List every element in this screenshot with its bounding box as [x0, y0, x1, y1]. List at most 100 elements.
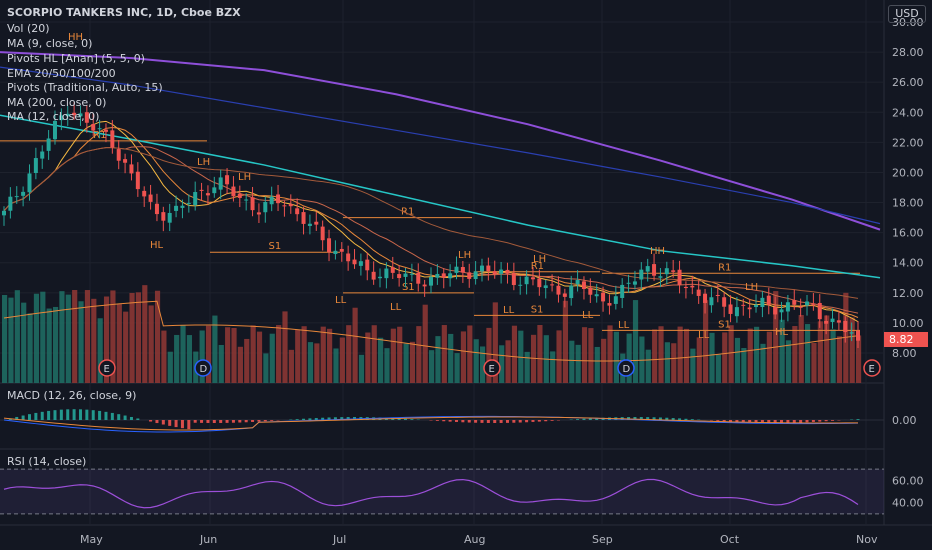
candle-body — [467, 272, 472, 279]
macd-histogram-bar — [856, 419, 860, 420]
volume-bar — [728, 325, 734, 383]
candle-body — [601, 292, 606, 302]
swing-label: LL — [582, 310, 594, 321]
candle-body — [110, 130, 115, 148]
volume-bar — [492, 302, 498, 383]
candle-body — [244, 199, 249, 201]
macd-histogram-bar — [773, 420, 777, 423]
macd-histogram-bar — [474, 420, 478, 423]
candle-body — [40, 151, 45, 159]
candle-body — [14, 196, 19, 198]
candle-body — [371, 271, 376, 280]
macd-histogram-bar — [544, 420, 548, 422]
candle-body — [671, 270, 676, 272]
macd-histogram-bar — [27, 414, 31, 420]
candle-body — [384, 268, 389, 279]
volume-bar — [747, 328, 753, 383]
candle-body — [486, 265, 491, 272]
macd-histogram-bar — [244, 420, 248, 423]
candle-body — [346, 253, 351, 262]
volume-bar — [805, 324, 811, 383]
volume-bar — [677, 326, 683, 383]
candle-body — [588, 287, 593, 295]
swing-label: LL — [390, 302, 402, 313]
rsi-tick-label: 60.00 — [892, 474, 924, 487]
macd-histogram-bar — [238, 420, 242, 423]
candle-body — [562, 293, 567, 297]
candle-body — [664, 268, 669, 275]
candle-body — [205, 193, 210, 196]
macd-label[interactable]: MACD (12, 26, close, 9) — [7, 389, 137, 402]
candle-body — [550, 284, 555, 286]
price-tick-label: 20.00 — [892, 166, 924, 179]
volume-bar — [129, 292, 135, 383]
volume-bar — [524, 351, 530, 383]
pivot-label: S1 — [718, 319, 731, 330]
macd-signal-line — [3, 416, 859, 431]
candle-body — [741, 304, 746, 306]
candle-body — [256, 212, 261, 215]
candle-body — [792, 300, 797, 305]
macd-histogram-bar — [588, 418, 592, 420]
macd-histogram-bar — [811, 420, 815, 422]
indicator-pivots-hl[interactable]: Pivots HL [Anan] (5, 5, 0) — [7, 52, 145, 65]
macd-histogram-bar — [633, 417, 637, 420]
currency-button[interactable]: USD — [888, 5, 926, 23]
volume-bar — [371, 325, 377, 383]
swing-label: HL — [150, 240, 164, 251]
volume-bar — [174, 334, 180, 383]
candle-body — [779, 309, 784, 313]
macd-histogram-bar — [442, 420, 446, 422]
volume-bar — [792, 326, 798, 383]
macd-line — [3, 415, 859, 433]
macd-histogram-bar — [47, 410, 51, 420]
macd-histogram-bar — [225, 420, 229, 423]
candle-body — [167, 212, 172, 223]
indicator-ema[interactable]: EMA 20/50/100/200 — [7, 67, 116, 80]
indicator-pivots[interactable]: Pivots (Traditional, Auto, 15) — [7, 81, 163, 94]
candle-body — [148, 194, 153, 202]
candle-body — [59, 115, 64, 121]
volume-bar — [652, 329, 658, 383]
swing-label: HH — [650, 246, 665, 257]
indicator-ma12[interactable]: MA (12, close, 0) — [7, 110, 100, 123]
candle-body — [307, 223, 312, 226]
indicator-ma200[interactable]: MA (200, close, 0) — [7, 96, 107, 109]
indicator-vol[interactable]: Vol (20) — [7, 22, 50, 35]
time-tick-label: Nov — [856, 533, 878, 546]
macd-histogram-bar — [85, 409, 89, 420]
volume-bar — [613, 331, 619, 383]
volume-bar — [52, 306, 59, 383]
swing-label: LH — [745, 282, 758, 293]
macd-histogram-bar — [831, 420, 835, 421]
macd-histogram-bar — [690, 419, 694, 420]
volume-bar — [760, 343, 766, 383]
pivot-label: R1 — [531, 261, 544, 272]
swing-label: LL — [698, 330, 710, 341]
time-axis: May Jun Jul Aug Sep Oct Nov — [80, 533, 878, 546]
macd-histogram-bar — [117, 414, 121, 420]
volume-bar — [703, 300, 709, 383]
candle-body — [805, 301, 810, 306]
indicator-ma9[interactable]: MA (9, close, 0) — [7, 37, 93, 50]
rsi-label[interactable]: RSI (14, close) — [7, 455, 87, 468]
candle-body — [645, 266, 650, 272]
volume-bar — [378, 337, 384, 383]
macd-histogram-bar — [799, 420, 803, 423]
ema200-line — [0, 66, 881, 225]
time-tick-label: Jun — [199, 533, 217, 546]
price-tick-label: 28.00 — [892, 46, 924, 59]
volume-bar — [339, 337, 345, 383]
candle-body — [709, 297, 714, 306]
macd-histogram-bar — [40, 411, 44, 420]
macd-histogram-bar — [493, 420, 497, 423]
candle-body — [231, 186, 236, 197]
volume-bar — [824, 315, 830, 383]
candle-body — [33, 158, 38, 173]
volume-bar — [441, 325, 447, 383]
macd-histogram-bar — [21, 415, 25, 420]
candle-body — [613, 296, 618, 304]
volume-bar — [103, 296, 110, 383]
macd-histogram-bar — [129, 416, 133, 420]
